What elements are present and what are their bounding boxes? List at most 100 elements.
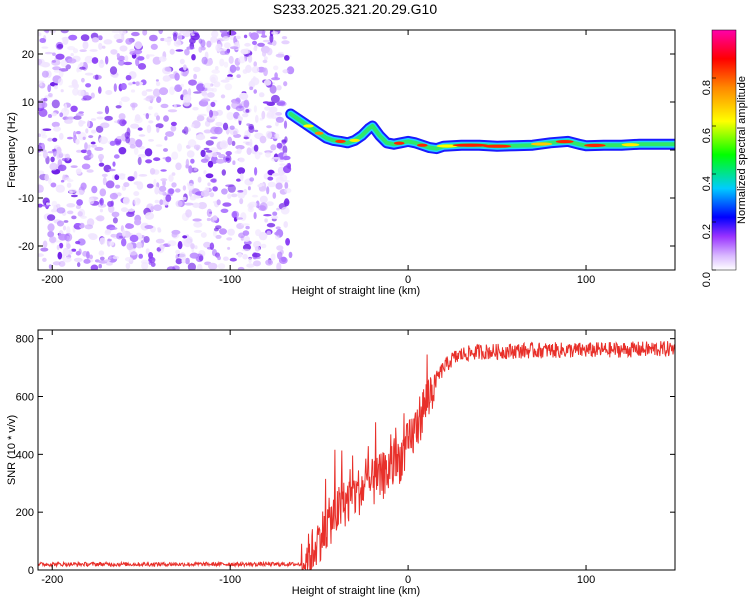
colorbar-tick-label: 0.4 <box>701 176 713 191</box>
colorbar-tick-label: 0.6 <box>701 128 713 143</box>
noise-blob <box>219 228 227 235</box>
noise-blob <box>137 154 147 158</box>
noise-blob <box>38 203 43 208</box>
figure-title: S233.2025.321.20.29.G10 <box>273 1 437 17</box>
noise-blob <box>243 236 250 242</box>
noise-blob <box>215 66 219 71</box>
noise-blob <box>118 60 125 66</box>
noise-blob <box>40 247 49 252</box>
noise-blob <box>60 59 68 68</box>
noise-blob <box>283 120 288 129</box>
noise-blob <box>160 178 168 182</box>
noise-blob <box>86 169 94 173</box>
noise-blob <box>275 121 279 127</box>
noise-blob <box>123 182 130 188</box>
noise-blob <box>192 218 202 222</box>
noise-blob <box>146 95 156 99</box>
noise-blob <box>170 121 177 127</box>
noise-blob <box>155 81 161 87</box>
noise-blob <box>109 192 118 200</box>
noise-blob <box>187 139 197 148</box>
noise-blob <box>188 30 194 34</box>
noise-blob <box>175 188 181 193</box>
noise-blob <box>84 142 88 151</box>
noise-blob <box>235 66 240 71</box>
noise-blob <box>116 38 123 44</box>
noise-blob <box>236 74 241 78</box>
noise-blob <box>145 248 150 255</box>
noise-blob <box>190 243 195 250</box>
noise-blob <box>285 238 290 246</box>
noise-blob <box>156 96 162 103</box>
noise-blob <box>91 37 99 43</box>
noise-blob <box>190 158 195 164</box>
noise-blob <box>212 230 217 237</box>
noise-blob <box>227 228 235 236</box>
noise-blob <box>179 30 187 34</box>
noise-blob <box>224 83 233 91</box>
noise-blob <box>158 56 167 62</box>
noise-blob <box>132 81 136 85</box>
noise-blob <box>98 250 105 256</box>
noise-blob <box>173 104 177 109</box>
noise-blob <box>163 148 168 152</box>
noise-blob <box>196 115 205 122</box>
noise-blob <box>69 190 73 195</box>
noise-blob <box>42 151 48 159</box>
noise-blob <box>74 223 81 226</box>
noise-blob <box>262 59 268 64</box>
noise-blob <box>80 182 87 190</box>
noise-blob <box>52 52 56 56</box>
noise-blob <box>225 184 235 187</box>
noise-blob <box>140 259 150 265</box>
noise-blob <box>145 159 153 164</box>
noise-blob <box>91 129 97 134</box>
noise-blob <box>141 90 148 97</box>
noise-blob <box>60 30 69 34</box>
noise-blob <box>162 75 171 82</box>
noise-blob <box>200 232 207 238</box>
noise-blob <box>60 179 65 183</box>
noise-blob <box>145 113 149 120</box>
noise-blob <box>163 115 169 122</box>
noise-blob <box>220 94 226 99</box>
noise-blob <box>47 114 53 118</box>
noise-blob <box>144 212 155 220</box>
snr-frame <box>37 329 676 571</box>
noise-blob <box>187 88 192 97</box>
noise-blob <box>99 136 108 145</box>
noise-blob <box>175 200 183 208</box>
noise-blob <box>208 262 218 270</box>
noise-blob <box>165 194 172 202</box>
noise-blob <box>80 149 88 154</box>
noise-blob <box>125 38 133 45</box>
noise-blob <box>266 110 275 118</box>
noise-blob <box>276 142 283 149</box>
noise-blob <box>275 182 283 190</box>
noise-blob <box>232 160 236 165</box>
noise-blob <box>185 257 190 265</box>
y-tick-label: 600 <box>16 392 34 404</box>
x-tick-label: 0 <box>405 274 411 286</box>
snr-ylabel: SNR (10 * v/v) <box>6 415 18 485</box>
noise-blob <box>200 190 210 197</box>
noise-blob <box>157 227 161 231</box>
noise-blob <box>82 95 92 101</box>
noise-blob <box>120 207 129 213</box>
noise-blob <box>84 55 94 64</box>
noise-blob <box>47 137 53 142</box>
noise-blob <box>156 115 160 121</box>
noise-blob <box>38 153 42 157</box>
noise-blob <box>103 164 112 173</box>
noise-blob <box>88 254 93 260</box>
noise-blob <box>201 91 208 97</box>
noise-blob <box>134 116 143 124</box>
noise-blob <box>91 185 98 194</box>
noise-blob <box>230 46 239 50</box>
noise-blob <box>271 136 281 139</box>
noise-blob <box>113 33 122 40</box>
noise-blob <box>235 35 241 40</box>
noise-blob <box>227 136 233 146</box>
noise-blob <box>220 208 229 213</box>
noise-blob <box>42 257 47 262</box>
